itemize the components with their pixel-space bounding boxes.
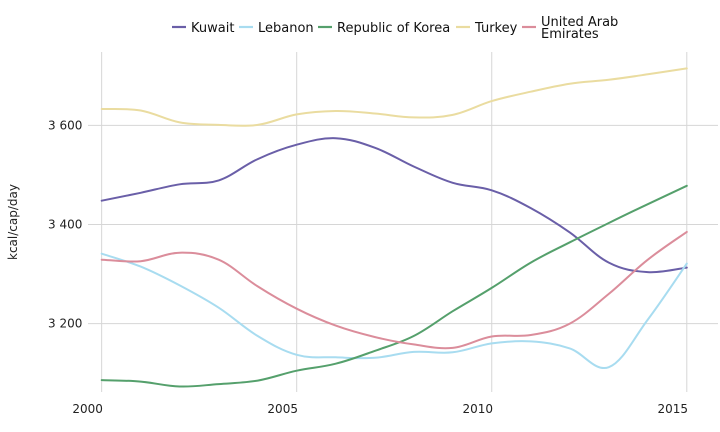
series-line-lebanon (100, 252, 688, 370)
y-tick-label: 3 600 (48, 118, 82, 132)
series-line-turkey (100, 67, 688, 127)
legend-label: Turkey (474, 21, 518, 36)
y-axis-title: kcal/cap/day (6, 184, 20, 260)
x-tick-label: 2015 (658, 402, 689, 416)
legend-item-lebanon: Lebanon (239, 21, 314, 36)
series-line-kuwait (100, 137, 688, 274)
y-tick-label: 3 400 (48, 217, 82, 231)
x-tick-label: 2010 (462, 402, 493, 416)
legend-item-kuwait: Kuwait (172, 21, 234, 36)
x-axis: 2000 2005 2010 2015 (72, 402, 688, 416)
legend-item-united-arab-emirates: United Arab Emirates (522, 15, 618, 42)
x-tick-label: 2005 (267, 402, 298, 416)
legend: Kuwait Lebanon Republic of Korea Turkey Unit… (172, 15, 618, 42)
legend-label: United Arab Emirates (541, 15, 618, 42)
legend-item-turkey: Turkey (456, 21, 518, 36)
x-tick-label: 2000 (72, 402, 103, 416)
series-line-republic-of-korea (100, 184, 688, 388)
legend-item-republic-of-korea: Republic of Korea (318, 21, 450, 36)
legend-label: Republic of Korea (337, 21, 450, 36)
legend-label: Kuwait (191, 21, 234, 36)
legend-label: Lebanon (258, 21, 314, 36)
series-line-united-arab-emirates (100, 230, 688, 350)
y-tick-label: 3 200 (48, 317, 82, 331)
series-lines (100, 67, 688, 388)
y-axis: 3 200 3 400 3 600 (48, 118, 82, 330)
